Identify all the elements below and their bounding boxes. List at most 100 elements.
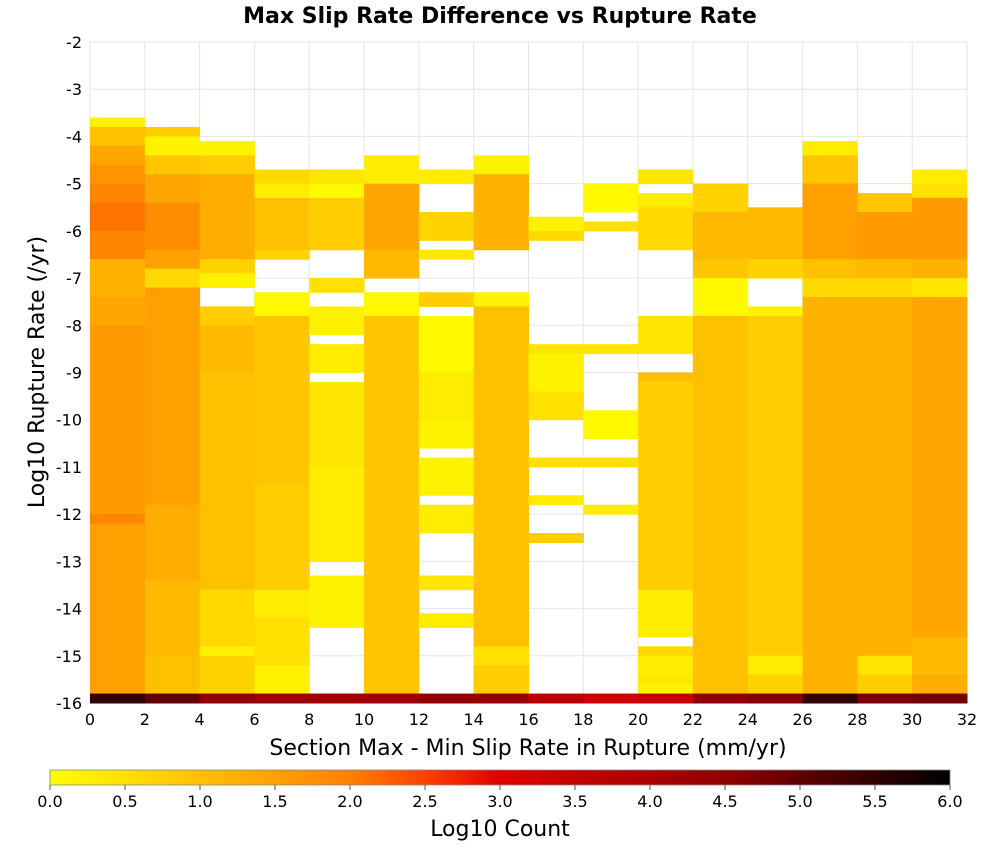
heatmap-cell bbox=[473, 174, 529, 251]
heatmap-cell bbox=[473, 665, 529, 695]
heatmap-cell bbox=[528, 344, 584, 355]
heatmap-cell bbox=[583, 183, 639, 213]
heatmap-cell bbox=[747, 207, 804, 260]
colorbar-tick-label: 6.0 bbox=[937, 792, 962, 811]
heatmap-cell bbox=[747, 306, 804, 317]
heatmap-cell bbox=[254, 665, 310, 695]
heatmap-cells bbox=[90, 117, 968, 704]
heatmap-cell bbox=[583, 457, 639, 468]
heatmap-cell bbox=[912, 636, 968, 676]
heatmap-cell bbox=[638, 646, 694, 657]
heatmap-cell bbox=[528, 495, 584, 506]
heatmap-cell bbox=[199, 273, 255, 289]
heatmap-cell bbox=[802, 693, 858, 704]
heatmap-cell bbox=[254, 292, 310, 317]
heatmap-cell bbox=[418, 249, 475, 260]
heatmap-cell bbox=[144, 136, 201, 156]
heatmap-cell bbox=[254, 618, 310, 666]
heatmap-cell bbox=[857, 655, 913, 676]
heatmap-cell bbox=[912, 278, 968, 298]
heatmap-cell bbox=[90, 126, 146, 147]
heatmap-cell bbox=[144, 155, 201, 175]
y-tick-label: -5 bbox=[66, 175, 82, 194]
x-tick-label: 26 bbox=[792, 710, 812, 729]
x-tick-label: 24 bbox=[738, 710, 758, 729]
heatmap-cell bbox=[473, 155, 529, 175]
y-tick-label: -15 bbox=[56, 647, 82, 666]
heatmap-cell bbox=[254, 589, 310, 619]
heatmap-cell bbox=[747, 259, 804, 279]
heatmap-cell bbox=[90, 259, 146, 298]
heatmap-cell bbox=[90, 164, 146, 185]
x-tick-label: 8 bbox=[304, 710, 314, 729]
x-tick-label: 0 bbox=[85, 710, 95, 729]
heatmap-cell bbox=[473, 292, 529, 307]
heatmap-cell bbox=[90, 202, 146, 232]
heatmap-cell bbox=[638, 381, 694, 591]
heatmap-cell bbox=[144, 655, 201, 695]
heatmap-cell bbox=[418, 613, 475, 628]
y-tick-label: -2 bbox=[66, 33, 82, 52]
heatmap-cell bbox=[912, 169, 968, 185]
y-tick-label: -12 bbox=[56, 505, 82, 524]
heatmap-cell bbox=[144, 504, 201, 581]
heatmap-cell bbox=[309, 466, 365, 562]
heatmap-cell bbox=[583, 344, 639, 355]
heatmap-cell bbox=[747, 674, 804, 695]
heatmap-cell bbox=[144, 268, 201, 289]
x-tick-label: 20 bbox=[628, 710, 648, 729]
heatmap-cell bbox=[473, 693, 529, 704]
colorbar bbox=[49, 769, 951, 786]
heatmap-cell bbox=[912, 197, 968, 260]
heatmap-cell bbox=[364, 155, 420, 185]
y-tick-label: -16 bbox=[56, 694, 82, 713]
heatmap-cell bbox=[528, 693, 584, 704]
heatmap-cell bbox=[90, 514, 146, 525]
heatmap-cell bbox=[857, 211, 913, 260]
heatmap-cell bbox=[90, 183, 146, 204]
x-tick-label: 32 bbox=[957, 710, 977, 729]
x-tick-label: 6 bbox=[249, 710, 259, 729]
heatmap-cell bbox=[692, 211, 749, 260]
colorbar-tick-label: 5.0 bbox=[787, 792, 812, 811]
x-tick-label: 2 bbox=[140, 710, 150, 729]
heatmap-cell bbox=[747, 655, 804, 676]
x-tick-label: 18 bbox=[573, 710, 593, 729]
heatmap-cell bbox=[857, 674, 913, 695]
heatmap-cell bbox=[254, 183, 310, 199]
heatmap-cell bbox=[418, 292, 475, 307]
heatmap-cell bbox=[199, 646, 255, 657]
heatmap-cell bbox=[199, 589, 255, 647]
colorbar-ticks: 0.0 0.5 1.0 1.5 2.0 2.5 3.0 3.5 4.0 4.5 5.0 5.5 6.0 bbox=[37, 785, 963, 811]
heatmap-cell bbox=[638, 169, 694, 185]
x-tick-label: 4 bbox=[195, 710, 205, 729]
y-tick-label: -9 bbox=[66, 364, 82, 383]
heatmap-cell bbox=[638, 315, 694, 355]
heatmap-cell bbox=[857, 278, 913, 298]
heatmap-cell bbox=[638, 589, 694, 638]
heatmap-cell bbox=[199, 655, 255, 695]
heatmap-cell bbox=[90, 296, 146, 326]
heatmap-cell bbox=[583, 504, 639, 515]
heatmap-cell bbox=[418, 693, 475, 704]
heatmap-cell bbox=[528, 533, 584, 543]
heatmap-cell bbox=[528, 457, 584, 468]
heatmap-cell bbox=[638, 193, 694, 208]
heatmap-cell bbox=[144, 693, 201, 704]
heatmap-cell bbox=[857, 693, 913, 704]
colorbar-tick-label: 4.5 bbox=[712, 792, 737, 811]
heatmap-cell bbox=[199, 372, 255, 591]
y-tick-label: -7 bbox=[66, 269, 82, 288]
heatmap-cell bbox=[90, 230, 146, 260]
heatmap-cell bbox=[583, 410, 639, 440]
y-tick-label: -13 bbox=[56, 552, 82, 571]
heatmap-cell bbox=[309, 197, 365, 251]
heatmap-cell bbox=[199, 259, 255, 274]
heatmap-cell bbox=[418, 419, 475, 449]
heatmap-cell bbox=[254, 315, 310, 487]
heatmap-cell bbox=[528, 216, 584, 232]
heatmap-cell bbox=[199, 174, 255, 260]
heatmap-cell bbox=[254, 693, 310, 704]
heatmap-cell bbox=[254, 197, 310, 251]
